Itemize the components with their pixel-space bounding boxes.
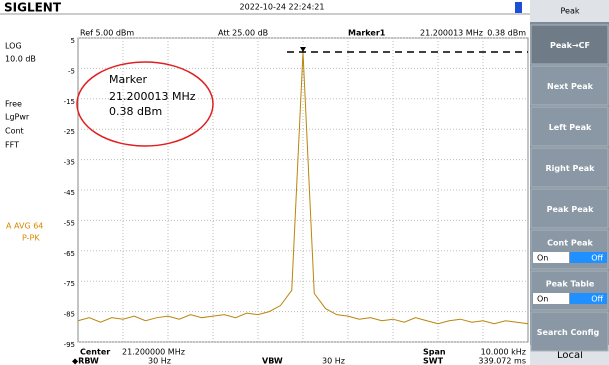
menu-button[interactable]	[530, 65, 609, 106]
toggle-on-label: On	[537, 295, 548, 304]
y-tick-label: -85	[64, 311, 75, 319]
toggle-off[interactable]	[570, 293, 607, 304]
ref-level: Ref 5.00 dBm	[80, 29, 134, 38]
setting-label: 10.0 dB	[5, 55, 36, 64]
toggle-off[interactable]	[570, 252, 607, 263]
vbw-label: VBW	[262, 357, 283, 365]
y-tick-label: 5	[71, 37, 75, 45]
y-tick-label: -45	[64, 189, 75, 197]
battery-icon	[515, 2, 522, 13]
setting-label: Cont	[5, 127, 24, 136]
toggle-label: Peak Table	[546, 280, 595, 289]
setting-label: Free	[5, 100, 22, 109]
y-tick-label: -65	[64, 250, 75, 258]
y-tick-label: -15	[64, 98, 75, 106]
menu-button[interactable]	[530, 188, 609, 229]
toggle-off-label: Off	[591, 254, 603, 263]
annotation-freq: 21.200013 MHz	[109, 90, 196, 103]
rbw-value: 30 Hz	[148, 357, 171, 365]
trace-info: P-PK	[22, 234, 40, 243]
menu-button-label: Search Config	[537, 328, 600, 337]
y-tick-label: -5	[68, 67, 75, 75]
menu-button-label: Peak→CF	[550, 41, 590, 50]
span-label: Span	[423, 348, 446, 357]
attenuation: Att 25.00 dB	[218, 29, 268, 38]
toggle-on[interactable]	[533, 252, 569, 263]
menu-button-label: Right Peak	[546, 164, 596, 173]
toggle-off-label: Off	[591, 295, 603, 304]
setting-label: FFT	[5, 141, 19, 150]
menu-title: Peak	[561, 7, 580, 16]
marker-name: Marker1	[348, 29, 386, 38]
annotation-title: Marker	[109, 73, 147, 86]
toggle-label: Cont Peak	[547, 239, 593, 248]
peak-marker	[300, 47, 306, 53]
toggle-button[interactable]	[530, 270, 609, 311]
span-value: 10.000 kHz	[481, 348, 526, 357]
setting-label: LgPwr	[5, 113, 30, 122]
vbw-value: 30 Hz	[322, 357, 345, 365]
annotation-level: 0.38 dBm	[109, 105, 162, 118]
trace-info: A AVG 64	[6, 222, 43, 231]
marker-freq: 21.200013 MHz	[420, 29, 483, 38]
menu-button-label: Left Peak	[549, 123, 592, 132]
y-tick-label: -35	[64, 159, 75, 167]
datetime: 2022-10-24 22:24:21	[240, 3, 325, 12]
menu-button[interactable]	[530, 106, 609, 147]
center-label: Center	[80, 348, 110, 357]
center-value: 21.200000 MHz	[122, 348, 185, 357]
marker-level: 0.38 dBm	[487, 29, 526, 38]
y-tick-label: -25	[64, 128, 75, 136]
menu-button[interactable]	[530, 24, 609, 65]
y-tick-label: -75	[64, 280, 75, 288]
menu-title-bar	[530, 0, 609, 22]
annotation-ellipse	[76, 61, 214, 147]
logo: SIGLENT	[4, 1, 62, 15]
menu-button-label: Next Peak	[547, 82, 594, 91]
swt-value: 339.072 ms	[478, 357, 526, 365]
y-tick-label: -55	[64, 219, 75, 227]
y-tick-label: -95	[64, 341, 75, 349]
top-bar	[0, 0, 530, 14]
local-label: Local	[557, 350, 583, 361]
menu-button-label: Peak Peak	[547, 205, 594, 214]
toggle-button[interactable]	[530, 229, 609, 270]
rbw-label: ◆RBW	[72, 357, 99, 365]
swt-label: SWT	[423, 357, 444, 365]
menu-button[interactable]	[530, 311, 609, 352]
toggle-on[interactable]	[533, 293, 569, 304]
setting-label: LOG	[5, 42, 22, 51]
toggle-on-label: On	[537, 254, 548, 263]
menu-button[interactable]	[530, 147, 609, 188]
